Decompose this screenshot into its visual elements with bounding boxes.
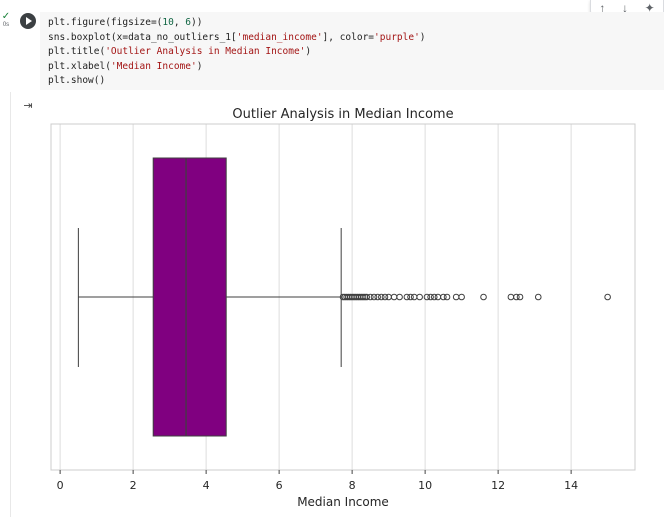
plot-frame <box>50 123 636 471</box>
outlier-point-37 <box>516 293 524 301</box>
outlier-point-14 <box>367 293 374 301</box>
outlier-point-39 <box>604 293 611 301</box>
move-down-icon[interactable]: ↓ <box>621 1 628 15</box>
outlier-point-34 <box>480 293 487 301</box>
outlier-point-18 <box>381 293 389 301</box>
outlier-point-21 <box>396 293 403 301</box>
code-line-3: plt.title('Outlier Analysis in Median In… <box>48 46 312 57</box>
code-line-4: plt.xlabel('Median Income') <box>48 60 203 72</box>
tick-label-6: 6 <box>276 479 283 492</box>
outlier-point-35 <box>507 293 515 301</box>
x-axis-label: Median Income <box>297 495 389 509</box>
code-line-1: plt.figure(figsize=(10, 6)) <box>48 17 203 28</box>
outlier-point-38 <box>534 293 542 301</box>
outlier-point-24 <box>410 293 418 301</box>
tick-label-2: 2 <box>130 479 137 492</box>
outlier-point-25 <box>416 293 423 301</box>
outliers-group <box>339 293 611 301</box>
outlier-point-20 <box>390 293 398 301</box>
run-cell-button[interactable] <box>20 13 36 29</box>
outlier-point-11 <box>359 293 367 301</box>
code-line-5: plt.show() <box>48 75 106 86</box>
execution-time: 0s <box>2 22 10 28</box>
move-up-icon[interactable]: ↑ <box>599 1 606 15</box>
tick-label-12: 12 <box>491 479 505 492</box>
outlier-point-15 <box>370 293 378 301</box>
outlier-point-16 <box>374 293 381 301</box>
outlier-point-28 <box>430 293 438 301</box>
code-editor[interactable]: plt.figure(figsize=(10, 6)) sns.boxplot(… <box>48 16 426 89</box>
outlier-point-22 <box>403 293 411 301</box>
sparkle-icon[interactable]: ✦ <box>644 1 655 15</box>
output-divider <box>10 92 11 517</box>
x-ticks: 0 2 4 6 8 10 12 14 <box>57 470 578 492</box>
code-line-2: sns.boxplot(x=data_no_outliers_1['median… <box>48 31 426 43</box>
code-cell[interactable]: plt.figure(figsize=(10, 6)) sns.boxplot(… <box>40 12 664 90</box>
outlier-point-26 <box>423 293 431 301</box>
tick-label-0: 0 <box>57 479 64 492</box>
outlier-point-33 <box>458 293 465 301</box>
outlier-point-31 <box>443 293 451 301</box>
outlier-point-29 <box>434 293 442 301</box>
tick-label-8: 8 <box>349 479 356 492</box>
outlier-point-23 <box>407 293 414 301</box>
tick-label-10: 10 <box>418 479 432 492</box>
outlier-point-27 <box>427 293 434 301</box>
outlier-point-36 <box>513 293 520 301</box>
iqr-box <box>152 157 227 437</box>
outlier-point-19 <box>385 293 392 301</box>
outlier-point-32 <box>452 293 460 301</box>
output-toggle-icon[interactable]: ⇥ <box>23 100 33 112</box>
execution-status: ✓ 0s <box>0 11 12 29</box>
outlier-point-30 <box>440 293 447 301</box>
outlier-point-17 <box>378 293 385 301</box>
tick-label-4: 4 <box>203 479 210 492</box>
chart-title: Outlier Analysis in Median Income <box>232 107 453 122</box>
outlier-point-13 <box>363 293 371 301</box>
check-icon: ✓ <box>1 11 11 22</box>
box-group <box>77 157 342 437</box>
tick-label-14: 14 <box>564 479 578 492</box>
